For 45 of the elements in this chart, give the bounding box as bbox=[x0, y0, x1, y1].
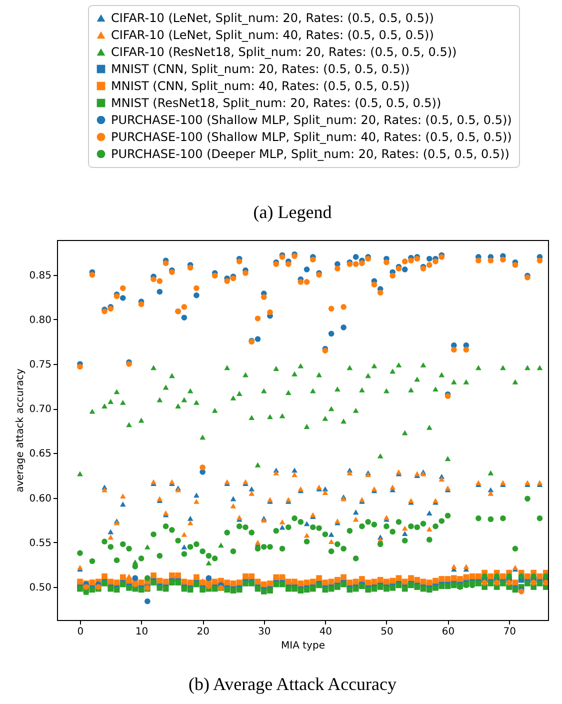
point bbox=[181, 544, 188, 550]
point bbox=[108, 529, 114, 534]
y-tick-label: 0.70 bbox=[29, 404, 52, 416]
point bbox=[304, 521, 310, 526]
legend-label: CIFAR-10 (ResNet18, Split_num: 20, Rates: (0.5, 0.5, 0.5)) bbox=[111, 45, 457, 59]
point bbox=[292, 468, 298, 473]
legend-label: CIFAR-10 (LeNet, Split_num: 40, Rates: (0.5, 0.5, 0.5)) bbox=[111, 28, 434, 42]
legend-label: PURCHASE-100 (Deeper MLP, Split_num: 20, Rates: (0.5, 0.5, 0.5)) bbox=[111, 147, 510, 161]
y-tick-label: 0.75 bbox=[29, 359, 52, 370]
legend-label: CIFAR-10 (LeNet, Split_num: 20, Rates: (0.5, 0.5, 0.5)) bbox=[111, 11, 434, 25]
point bbox=[426, 510, 432, 516]
x-tick-label: 40 bbox=[319, 626, 332, 638]
x-axis-title: MIA type bbox=[281, 640, 325, 652]
y-tick-label: 0.85 bbox=[29, 270, 52, 282]
point bbox=[279, 524, 286, 530]
point bbox=[120, 502, 126, 507]
point bbox=[488, 487, 494, 492]
point bbox=[187, 516, 194, 521]
point bbox=[322, 486, 328, 492]
point bbox=[402, 530, 408, 536]
legend-label: MNIST (ResNet18, Split_num: 20, Rates: (0.5, 0.5, 0.5)) bbox=[111, 96, 442, 110]
x-tick-label: 70 bbox=[503, 626, 516, 638]
point bbox=[248, 486, 255, 492]
legend-label: PURCHASE-100 (Shallow MLP, Split_num: 40, Rates: (0.5, 0.5, 0.5)) bbox=[111, 130, 512, 144]
y-tick-label: 0.50 bbox=[29, 582, 52, 594]
legend-label: MNIST (CNN, Split_num: 20, Rates: (0.5, 0.5, 0.5)) bbox=[111, 62, 410, 76]
legend-label: MNIST (CNN, Split_num: 40, Rates: (0.5, 0.5, 0.5)) bbox=[111, 79, 410, 93]
point bbox=[194, 492, 200, 498]
x-tick-label: 10 bbox=[135, 626, 148, 638]
text: (b) Average Attack Accuracy bbox=[188, 674, 397, 694]
point bbox=[230, 496, 236, 502]
x-tick-label: 0 bbox=[77, 626, 84, 638]
x-tick-label: 20 bbox=[196, 626, 210, 638]
x-tick-label: 50 bbox=[380, 626, 394, 638]
y-axis-title: average attack accuracy bbox=[15, 368, 26, 492]
y-tick-label: 0.80 bbox=[29, 314, 52, 326]
y-tick-label: 0.65 bbox=[29, 448, 52, 460]
point bbox=[352, 510, 359, 515]
text: (a) Legend bbox=[253, 202, 332, 222]
x-tick-label: 30 bbox=[258, 626, 271, 638]
y-tick-label: 0.55 bbox=[29, 538, 52, 549]
x-tick-label: 60 bbox=[442, 626, 455, 638]
y-tick-label: 0.60 bbox=[29, 493, 52, 504]
legend-label: PURCHASE-100 (Shallow MLP, Split_num: 20, Rates: (0.5, 0.5, 0.5)) bbox=[111, 113, 512, 127]
point bbox=[328, 532, 334, 537]
